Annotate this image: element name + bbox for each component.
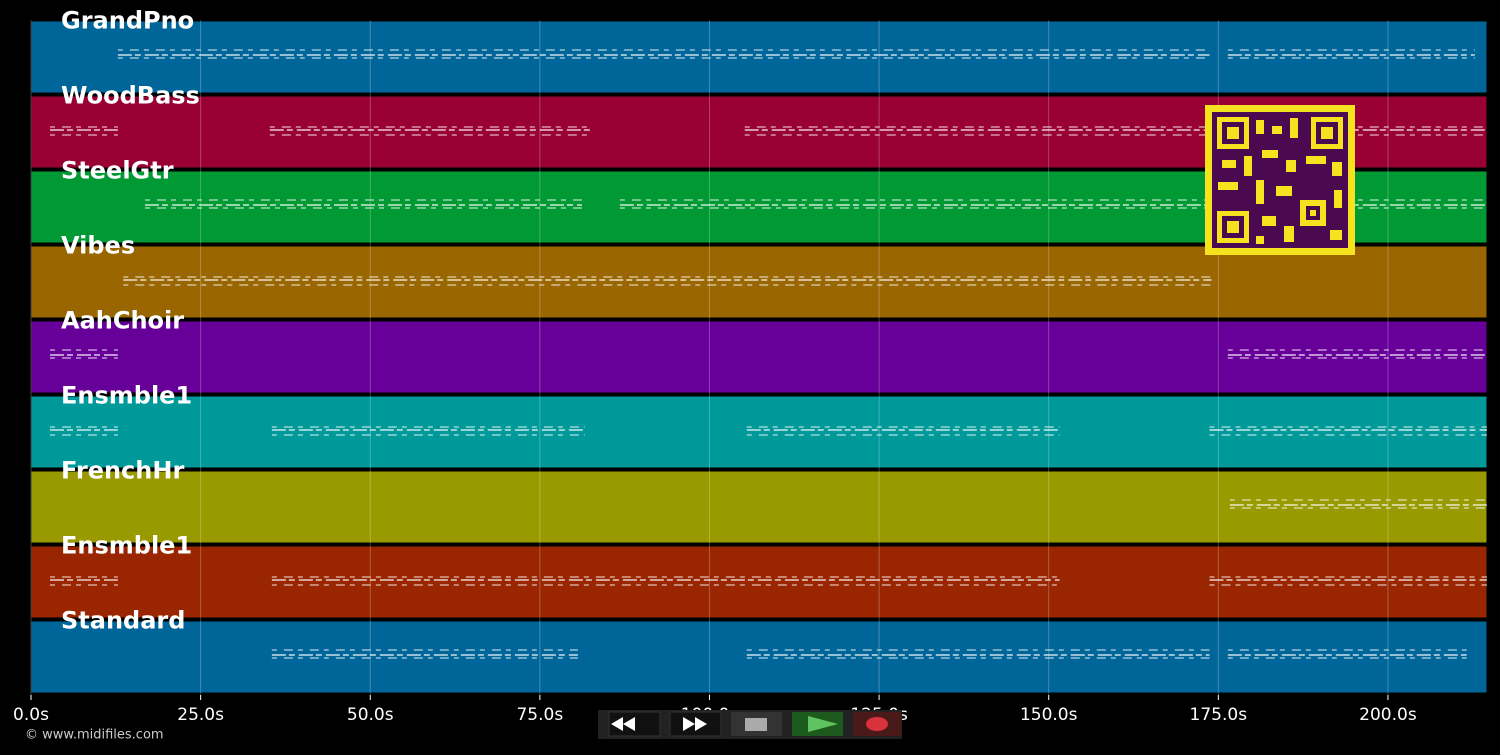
track-row [30,620,1488,694]
track-name: WoodBass [61,82,200,110]
track-name: Vibes [61,232,135,260]
track-name: Ensmble1 [61,382,192,410]
track-name: SteelGtr [61,157,174,185]
tick-label: 75.0s [516,705,563,725]
rewind-button[interactable] [608,711,661,737]
track-name: Ensmble1 [61,532,192,560]
tick-label: 150.0s [1020,705,1078,725]
tick-label: 175.0s [1190,705,1248,725]
tick-label: 50.0s [347,705,394,725]
tick-label: 0.0s [13,705,49,725]
player-controls [598,710,902,739]
track-name: Standard [61,607,185,635]
tick-label: 200.0s [1359,705,1417,725]
track-row [30,470,1488,544]
stop-button[interactable] [731,712,782,736]
tick-label: 25.0s [177,705,224,725]
play-button[interactable] [792,712,843,736]
track-name: GrandPno [61,7,194,35]
record-button[interactable] [853,712,901,736]
track-row [30,245,1488,319]
track-name: FrenchHr [61,457,184,485]
copyright: © www.midifiles.com [25,728,164,743]
track-row [30,545,1488,619]
track-name: AahChoir [61,307,184,335]
track-row [30,20,1488,94]
forward-button[interactable] [669,711,722,737]
qr-code [1205,105,1355,255]
track-row [30,320,1488,394]
track-row [30,395,1488,469]
track-labels: GrandPno WoodBass SteelGtr Vibes AahChoir Ens… [61,7,200,635]
